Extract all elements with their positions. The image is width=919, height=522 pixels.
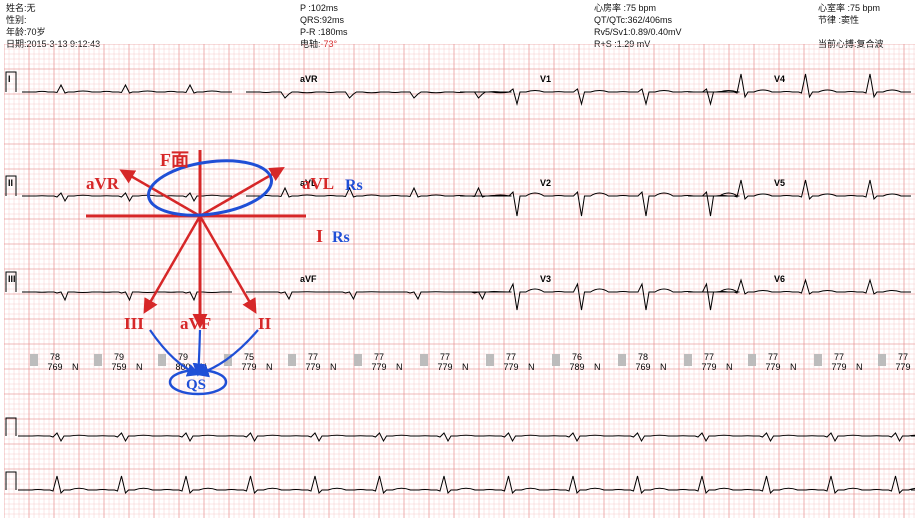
beat-tick-icon (30, 354, 38, 366)
header-col-left: 姓名:无 性别: 年龄:70岁 日期:2015-3-13 9:12:43 (6, 2, 100, 50)
age-label: 年龄: (6, 27, 27, 37)
name-value: 无 (27, 3, 36, 13)
age-value: 70岁 (27, 27, 46, 37)
beat-type: N (266, 362, 273, 372)
beat-type: N (72, 362, 79, 372)
lead-label-V6: V6 (774, 274, 785, 284)
beat-marker: 77779 (428, 352, 462, 372)
p-value: 102ms (311, 3, 338, 13)
beat-type: N (528, 362, 535, 372)
beat-marker: 75779 (232, 352, 266, 372)
beat-marker: 77779 (362, 352, 396, 372)
beat-tick-icon (158, 354, 166, 366)
beat-marker: 78769 (626, 352, 660, 372)
header: 姓名:无 性别: 年龄:70岁 日期:2015-3-13 9:12:43 P :… (6, 2, 913, 44)
beat-tick-icon (288, 354, 296, 366)
beat-marker: 79759 (102, 352, 136, 372)
beat-tick-icon (748, 354, 756, 366)
lead-label-III: III (8, 274, 16, 284)
ecg-page: 姓名:无 性别: 年龄:70岁 日期:2015-3-13 9:12:43 P :… (0, 0, 919, 522)
beat-type: N (200, 362, 207, 372)
beat-marker: 77779 (822, 352, 856, 372)
beat-type: N (462, 362, 469, 372)
beat-type: N (660, 362, 667, 372)
beat-type: N (396, 362, 403, 372)
beat-type: N (726, 362, 733, 372)
qtqtc-label: QT/QTc: (594, 15, 628, 25)
header-col-r1: 心房率 :75 bpm QT/QTc:362/406ms Rv5/Sv1:0.8… (594, 2, 682, 50)
vrate-label: 心室率 : (818, 3, 850, 13)
atrial-rate-value: 75 bpm (626, 3, 656, 13)
beat-marker: 77779 (296, 352, 330, 372)
beat-type: N (330, 362, 337, 372)
beat-tick-icon (354, 354, 362, 366)
header-col-mid: P :102ms QRS:92ms P-R :180ms 电轴:-73° (300, 2, 348, 50)
lead-label-V2: V2 (540, 178, 551, 188)
beat-annotation-row: 78769N79759N79800N75779N77779N77779N7777… (6, 352, 913, 376)
lead-label-V4: V4 (774, 74, 785, 84)
beat-type: N (790, 362, 797, 372)
beat-tick-icon (684, 354, 692, 366)
beat-tick-icon (814, 354, 822, 366)
header-col-r2: 心室率 :75 bpm 节律 :窦性 当前心搏:复合波 (818, 2, 884, 50)
rhythm-label: 节律 : (818, 15, 841, 25)
lead-label-V5: V5 (774, 178, 785, 188)
beat-tick-icon (224, 354, 232, 366)
lead-label-aVR: aVR (300, 74, 318, 84)
name-label: 姓名: (6, 3, 27, 13)
beat-marker: 77779 (886, 352, 919, 372)
lead-label-aVL: aVL (300, 178, 317, 188)
rv5sv1-label: Rv5/Sv1: (594, 27, 631, 37)
pr-value: 180ms (321, 27, 348, 37)
beat-tick-icon (618, 354, 626, 366)
qrs-value: 92ms (322, 15, 344, 25)
rv5sv1-value: 0.89/0.40mV (631, 27, 682, 37)
beat-type: N (594, 362, 601, 372)
beat-marker: 78769 (38, 352, 72, 372)
beat-tick-icon (94, 354, 102, 366)
qrs-label: QRS: (300, 15, 322, 25)
sex-label: 性别: (6, 15, 27, 25)
beat-tick-icon (552, 354, 560, 366)
lead-label-II: II (8, 178, 13, 188)
p-label: P : (300, 3, 311, 13)
beat-marker: 76789 (560, 352, 594, 372)
beat-marker: 77779 (756, 352, 790, 372)
beat-marker: 77779 (494, 352, 528, 372)
qtqtc-value: 362/406ms (628, 15, 673, 25)
beat-marker: 77779 (692, 352, 726, 372)
vrate-value: 75 bpm (850, 3, 880, 13)
beat-tick-icon (486, 354, 494, 366)
atrial-rate-label: 心房率 : (594, 3, 626, 13)
beat-marker: 79800 (166, 352, 200, 372)
lead-label-aVF: aVF (300, 274, 317, 284)
beat-tick-icon (878, 354, 886, 366)
pr-label: P-R : (300, 27, 321, 37)
rhythm-value: 窦性 (841, 15, 859, 25)
lead-label-V3: V3 (540, 274, 551, 284)
beat-tick-icon (420, 354, 428, 366)
beat-type: N (136, 362, 143, 372)
lead-label-I: I (8, 74, 11, 84)
lead-label-V1: V1 (540, 74, 551, 84)
beat-type: N (856, 362, 863, 372)
